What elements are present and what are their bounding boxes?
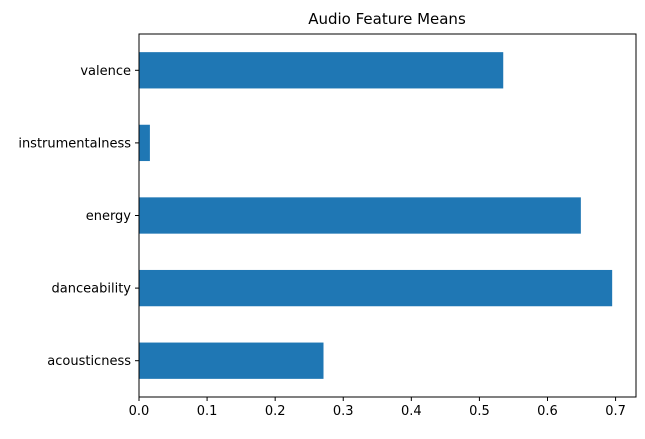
bar-acousticness (139, 342, 324, 379)
y-tick-label-instrumentalness: instrumentalness (18, 136, 131, 151)
x-tick-label: 0.5 (469, 404, 490, 419)
y-tick-label-danceability: danceability (52, 282, 132, 297)
x-tick-label: 0.0 (129, 404, 150, 419)
x-tick-label: 0.3 (333, 404, 354, 419)
x-tick-label: 0.1 (197, 404, 218, 419)
x-tick-label: 0.2 (265, 404, 286, 419)
plot-area: 0.0 0.1 0.2 0.3 0.4 0.5 0.6 0.7 acousticness danc… (18, 33, 637, 419)
x-tick-label: 0.7 (605, 404, 626, 419)
y-tick-label-energy: energy (86, 209, 132, 224)
bar-instrumentalness (139, 124, 150, 162)
bar-energy (139, 197, 581, 234)
x-tick-label: 0.4 (401, 404, 422, 419)
y-tick-label-valence: valence (80, 64, 131, 79)
y-tick-label-acousticness: acousticness (47, 354, 131, 369)
x-tick-label: 0.6 (537, 404, 558, 419)
bar-danceability (139, 269, 613, 307)
bar-valence (139, 52, 504, 89)
chart-title: Audio Feature Means (308, 10, 466, 28)
